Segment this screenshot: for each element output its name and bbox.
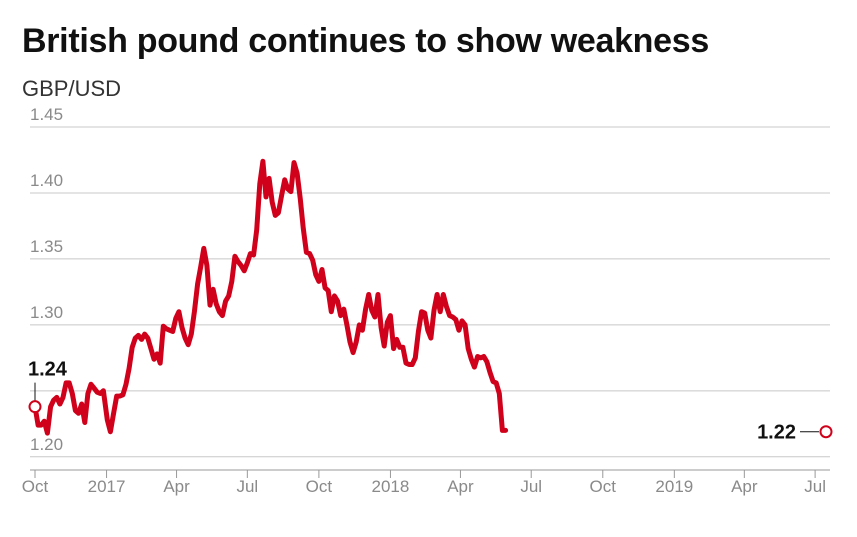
x-tick-label: Jul xyxy=(236,477,258,496)
x-tick-label: Jul xyxy=(520,477,542,496)
x-tick-label: Jul xyxy=(804,477,826,496)
y-axis-ticks: 1.20 1.30 1.35 1.40 1.45 xyxy=(30,105,63,454)
x-tick-label: Apr xyxy=(731,477,758,496)
y-tick-label: 1.20 xyxy=(30,435,63,454)
endpoint-marker xyxy=(819,425,833,439)
x-tick-label: Oct xyxy=(22,477,49,496)
chart-title: British pound continues to show weakness xyxy=(22,22,709,60)
annotations: 1.24 1.22 xyxy=(28,359,833,444)
endpoint-marker xyxy=(28,400,42,414)
y-tick-label: 1.30 xyxy=(30,303,63,322)
x-tick-label: 2019 xyxy=(655,477,693,496)
series-layer xyxy=(32,158,509,436)
y-tick-label: 1.45 xyxy=(30,105,63,124)
x-tick-label: 2018 xyxy=(372,477,410,496)
series-line xyxy=(32,158,509,436)
x-tick-label: Apr xyxy=(447,477,474,496)
y-tick-label: 1.40 xyxy=(30,171,63,190)
gridlines xyxy=(30,126,830,458)
start-value-label: 1.24 xyxy=(28,359,68,381)
chart-subtitle: GBP/USD xyxy=(22,76,122,101)
x-tick-label: 2017 xyxy=(88,477,126,496)
end-value-label: 1.22 xyxy=(757,422,796,444)
x-tick-label: Apr xyxy=(163,477,190,496)
x-tick-label: Oct xyxy=(590,477,617,496)
x-axis: Oct 2017 Apr Jul Oct 2018 Apr Jul Oct 2019 Apr Jul xyxy=(22,469,830,496)
x-tick-label: Oct xyxy=(306,477,333,496)
y-tick-label: 1.35 xyxy=(30,237,63,256)
